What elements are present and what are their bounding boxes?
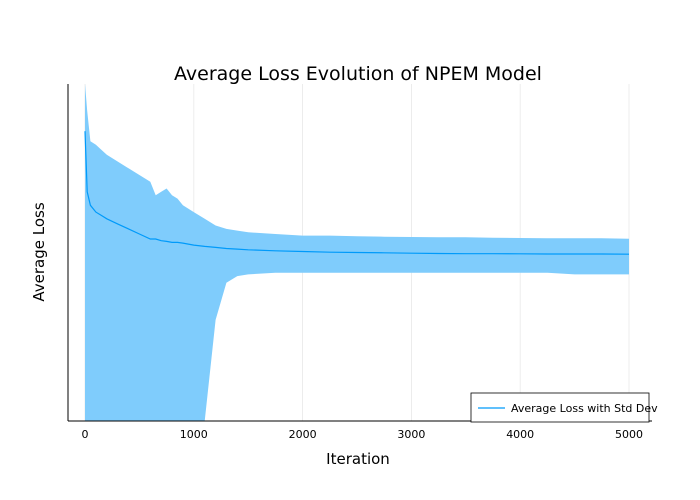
x-tick-label: 3000 <box>397 428 425 441</box>
x-tick-label: 4000 <box>506 428 534 441</box>
y-axis-label: Average Loss <box>30 202 48 301</box>
legend-label: Average Loss with Std Dev <box>511 402 658 415</box>
average-loss-series <box>84 131 630 255</box>
chart-title: Average Loss Evolution of NPEM Model <box>174 63 542 85</box>
average-loss-line <box>84 131 630 255</box>
x-tick-labels: 0 1000 2000 3000 4000 5000 <box>82 428 644 441</box>
x-tick-label: 2000 <box>289 428 317 441</box>
legend: Average Loss with Std Dev <box>470 392 658 423</box>
x-tick-label: 0 <box>82 428 89 441</box>
x-tick-label: 1000 <box>180 428 208 441</box>
x-tick-label: 5000 <box>615 428 643 441</box>
x-axis-label: Iteration <box>326 450 390 468</box>
